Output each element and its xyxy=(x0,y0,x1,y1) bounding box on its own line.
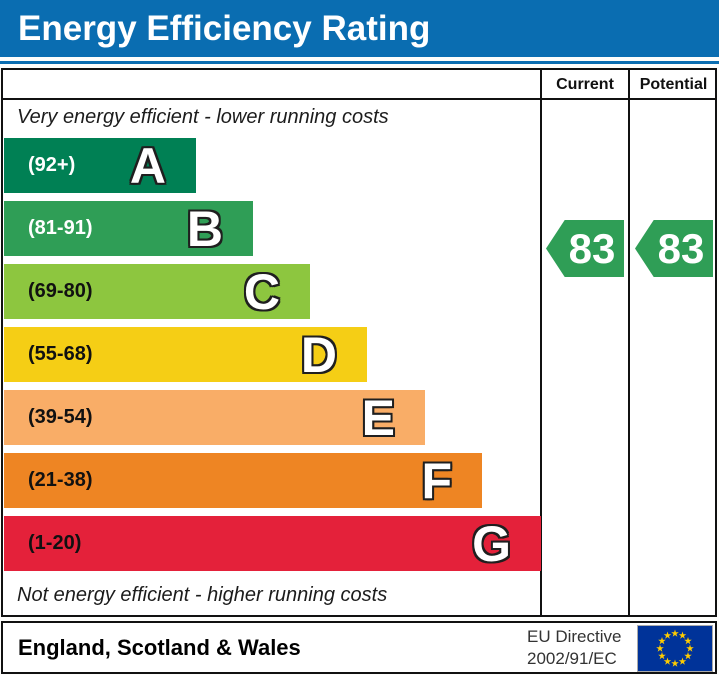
eu-directive-line2: 2002/91/EC xyxy=(527,649,617,668)
band-letter: A xyxy=(129,137,166,194)
band-range-label: (39-54) xyxy=(28,406,93,428)
current-column-header: Current xyxy=(556,76,614,93)
current-rating-arrow: 83 xyxy=(546,220,624,277)
note-not-efficient: Not energy efficient - higher running co… xyxy=(17,584,388,606)
band-range-label: (69-80) xyxy=(28,280,93,302)
band-range-label: (21-38) xyxy=(28,469,93,491)
footer-frame xyxy=(1,621,717,674)
band-row-g: (1-20) G xyxy=(4,516,541,571)
band-letter: B xyxy=(186,200,223,257)
band-range-label: (81-91) xyxy=(28,217,93,239)
band-range-label: (1-20) xyxy=(28,532,82,554)
potential-column-divider xyxy=(628,68,630,617)
title-banner: Energy Efficiency Rating xyxy=(0,0,719,57)
band-letter: F xyxy=(421,452,452,509)
header-divider xyxy=(1,98,717,100)
potential-column-header: Potential xyxy=(639,76,708,93)
page-title: Energy Efficiency Rating xyxy=(18,8,431,48)
band-letter: D xyxy=(300,326,337,383)
current-column-divider xyxy=(540,68,542,617)
potential-rating-arrow: 83 xyxy=(635,220,713,277)
footer-region-label: England, Scotland & Wales xyxy=(18,635,301,660)
band-range-label: (92+) xyxy=(28,154,76,176)
eu-directive-line1: EU Directive xyxy=(527,627,622,646)
current-rating-value: 83 xyxy=(568,224,616,272)
band-letter: G xyxy=(472,515,511,572)
band-range-label: (55-68) xyxy=(28,343,93,365)
band-row-a: (92+) A xyxy=(4,138,196,193)
band-letter: C xyxy=(243,263,280,320)
band-row-e: (39-54) E xyxy=(4,390,425,445)
band-row-c: (69-80) C xyxy=(4,264,310,319)
potential-rating-value: 83 xyxy=(657,224,705,272)
band-row-f: (21-38) F xyxy=(4,453,482,508)
band-row-d: (55-68) D xyxy=(4,327,367,382)
eu-flag-icon xyxy=(637,625,713,672)
note-very-efficient: Very energy efficient - lower running co… xyxy=(17,106,389,128)
banner-underline xyxy=(0,61,719,64)
band-row-b: (81-91) B xyxy=(4,201,253,256)
band-letter: E xyxy=(361,389,395,446)
eu-directive-label: EU Directive 2002/91/EC xyxy=(527,626,621,670)
